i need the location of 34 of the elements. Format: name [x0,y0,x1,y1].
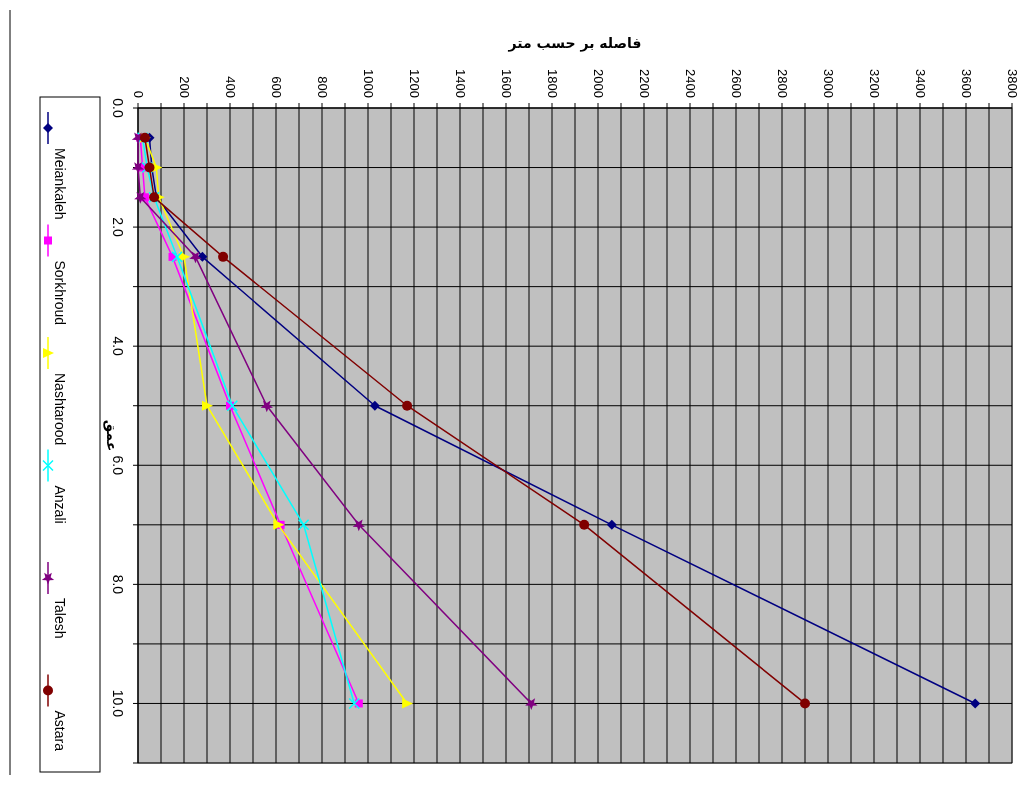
x-tick-label: 600 [268,76,284,98]
x-tick-label: 3200 [866,69,882,98]
x-tick-label: 1200 [406,69,422,98]
x-tick-label: 200 [176,76,192,98]
x-tick-label: 3800 [1004,69,1020,98]
x-tick-label: 3400 [912,69,928,98]
x-tick-label: 0 [130,90,146,98]
y-tick-label: 4.0 [110,336,126,357]
y-tick-label: 0.0 [110,98,126,118]
legend-label: Talesh [52,598,68,639]
x-tick-label: 3000 [820,69,836,98]
x-tick-label: 2200 [636,69,652,98]
x-tick-label: 2400 [682,69,698,98]
x-tick-label: 1600 [498,69,514,98]
legend-label: Astara [52,710,68,752]
x-tick-label: 1400 [452,69,468,98]
legend-label: Sorkhroud [52,260,68,326]
legend-label: Meiankaleh [52,148,68,220]
y-tick-label: 6.0 [110,455,126,476]
y-axis-title: عمق [103,419,120,452]
x-tick-label: 3600 [958,69,974,98]
y-tick-label: 10.0 [110,689,126,718]
x-tick-label: 1000 [360,69,376,98]
x-tick-label: 1800 [544,69,560,98]
x-tick-label: 2600 [728,69,744,98]
x-tick-label: 400 [222,76,238,98]
y-tick-label: 8.0 [110,574,126,595]
x-tick-label: 2800 [774,69,790,98]
legend-label: Anzali [52,485,68,524]
x-axis-title: فاصله بر حسب متر [507,35,642,52]
x-tick-label: 2000 [590,69,606,98]
y-tick-label: 2.0 [110,217,126,238]
x-tick-label: 800 [314,76,330,98]
legend-label: Nashtarood [52,373,68,446]
